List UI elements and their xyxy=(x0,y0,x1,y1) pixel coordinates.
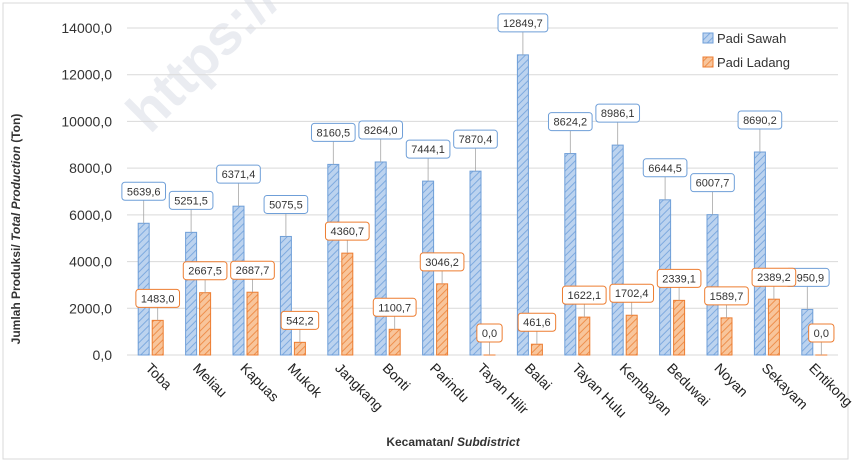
data-label-padi-sawah: 6371,4 xyxy=(222,169,256,181)
data-label-padi-ladang: 2687,7 xyxy=(236,265,270,277)
bar-padi-sawah xyxy=(280,236,291,355)
y-axis-title-suffix: (Ton) xyxy=(9,114,23,146)
bar-padi-ladang xyxy=(200,293,211,355)
data-label-padi-ladang: 4360,7 xyxy=(330,226,364,238)
bar-padi-ladang xyxy=(389,329,400,355)
data-label-padi-ladang: 542,2 xyxy=(286,315,314,327)
bar-padi-sawah xyxy=(233,206,244,355)
y-tick-label: 0,0 xyxy=(93,347,113,363)
y-tick-label: 4000,0 xyxy=(69,254,112,270)
data-label-padi-ladang: 461,6 xyxy=(523,317,551,329)
bar-padi-sawah xyxy=(754,152,765,355)
y-tick-label: 14000,0 xyxy=(61,20,112,36)
data-label-padi-sawah: 7870,4 xyxy=(459,134,493,146)
x-axis-title-italic: Subdistrict xyxy=(457,435,521,449)
data-label-padi-ladang: 0,0 xyxy=(482,328,497,340)
data-label-padi-sawah: 7444,1 xyxy=(411,144,445,156)
bar-padi-sawah xyxy=(328,164,339,355)
bar-padi-sawah xyxy=(707,215,718,355)
y-axis-title-normal: Jumlah Produksi/ xyxy=(9,241,23,344)
data-label-padi-sawah: 6644,5 xyxy=(648,163,682,175)
bar-padi-ladang xyxy=(626,315,637,355)
bar-padi-ladang xyxy=(531,344,542,355)
x-axis-title: Kecamatan/ Subdistrict xyxy=(386,435,520,449)
data-label-padi-ladang: 1589,7 xyxy=(710,291,744,303)
bar-padi-ladang xyxy=(437,284,448,355)
bar-padi-sawah xyxy=(517,55,528,355)
data-label-padi-sawah: 12849,7 xyxy=(503,18,543,30)
data-label-padi-sawah: 8986,1 xyxy=(601,108,635,120)
legend-label-sawah: Padi Sawah xyxy=(717,31,786,46)
data-label-padi-ladang: 1483,0 xyxy=(141,293,175,305)
x-axis-title-normal: Kecamatan/ xyxy=(386,435,457,449)
data-label-padi-ladang: 2389,2 xyxy=(757,272,791,284)
bar-padi-sawah xyxy=(375,162,386,355)
bar-padi-ladang xyxy=(294,342,305,355)
data-label-padi-sawah: 5075,5 xyxy=(269,199,303,211)
data-label-padi-ladang: 2667,5 xyxy=(188,266,222,278)
bar-padi-ladang xyxy=(768,299,779,355)
y-tick-label: 2000,0 xyxy=(69,300,112,316)
y-tick-label: 6000,0 xyxy=(69,207,112,223)
bar-padi-sawah xyxy=(565,154,576,355)
data-label-padi-sawah: 5639,6 xyxy=(127,186,161,198)
bar-padi-ladang xyxy=(342,253,353,355)
y-tick-label: 12000,0 xyxy=(61,67,112,83)
data-label-padi-ladang: 3046,2 xyxy=(425,257,459,269)
bar-padi-sawah xyxy=(612,145,623,355)
data-label-padi-ladang: 1100,7 xyxy=(378,302,411,314)
data-label-padi-sawah: 5251,5 xyxy=(174,195,208,207)
bar-padi-ladang xyxy=(721,318,732,355)
data-label-padi-ladang: 1622,1 xyxy=(567,290,601,302)
y-tick-label: 10000,0 xyxy=(61,113,112,129)
legend-swatch-ladang xyxy=(703,57,713,67)
data-label-padi-ladang: 0,0 xyxy=(814,328,829,340)
y-tick-label: 8000,0 xyxy=(69,160,112,176)
data-label-padi-sawah: 8160,5 xyxy=(316,127,350,139)
data-label-padi-sawah: 8690,2 xyxy=(743,115,777,127)
bar-padi-ladang xyxy=(579,317,590,355)
legend-label-ladang: Padi Ladang xyxy=(717,55,790,70)
data-label-padi-sawah: 6007,7 xyxy=(696,178,730,190)
legend-swatch-sawah xyxy=(703,33,713,43)
bar-padi-ladang xyxy=(152,320,163,355)
bar-padi-ladang xyxy=(247,292,258,355)
bar-padi-ladang xyxy=(674,300,685,355)
data-label-padi-ladang: 2339,1 xyxy=(662,273,696,285)
data-label-padi-sawah: 8264,0 xyxy=(364,125,398,137)
y-axis-title: Jumlah Produksi/ Total Production (Ton) xyxy=(9,114,23,345)
y-axis-title-italic: Total Production xyxy=(9,146,23,241)
data-label-padi-ladang: 1702,4 xyxy=(615,288,649,300)
bar-padi-sawah xyxy=(186,232,197,355)
data-label-padi-sawah: 8624,2 xyxy=(553,117,587,129)
